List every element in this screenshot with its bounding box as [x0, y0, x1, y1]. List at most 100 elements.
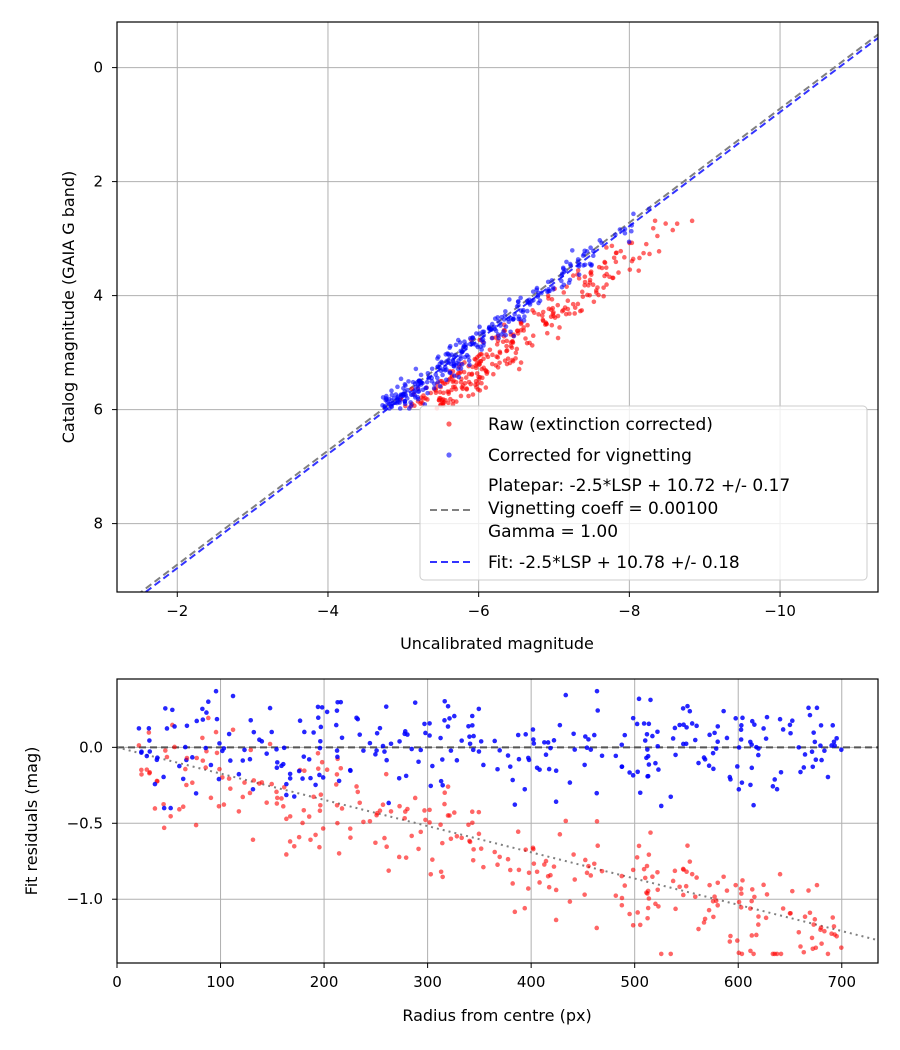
raw-point — [502, 358, 508, 363]
corrected-point — [447, 343, 453, 349]
corrected-residual-point — [721, 708, 726, 714]
raw-residual-point — [382, 835, 387, 841]
raw-residual-point — [313, 832, 318, 838]
corrected-residual-point — [586, 737, 591, 742]
bottom-x-tick-label: 100 — [206, 973, 235, 991]
legend-label-platepar-3: Gamma = 1.00 — [488, 522, 618, 542]
raw-residual-point — [715, 903, 720, 908]
corrected-point — [425, 370, 431, 376]
raw-residual-point — [736, 950, 742, 956]
corrected-residual-point — [832, 743, 837, 748]
raw-residual-point — [194, 755, 200, 761]
corrected-residual-point — [810, 764, 816, 770]
corrected-point — [569, 248, 575, 253]
corrected-residual-point — [772, 777, 778, 782]
corrected-residual-point — [427, 721, 432, 726]
corrected-residual-point — [495, 766, 500, 772]
corrected-residual-point — [796, 745, 802, 750]
corrected-residual-point — [319, 705, 325, 710]
raw-residual-point — [811, 922, 816, 927]
corrected-residual-point — [168, 805, 173, 811]
raw-residual-point — [670, 878, 676, 884]
raw-point — [570, 273, 576, 278]
corrected-residual-point — [510, 777, 515, 783]
raw-residual-point — [619, 873, 625, 879]
raw-residual-point — [790, 888, 795, 894]
bottom-y-tick-label: −0.5 — [67, 814, 103, 832]
raw-point — [674, 221, 680, 226]
raw-residual-point — [412, 795, 418, 801]
corrected-point — [502, 313, 508, 318]
raw-residual-point — [656, 904, 661, 909]
raw-point — [540, 317, 546, 323]
corrected-residual-point — [595, 708, 601, 713]
corrected-point — [560, 265, 566, 271]
corrected-point — [489, 335, 495, 341]
raw-residual-point — [190, 780, 195, 786]
corrected-residual-point — [183, 744, 188, 750]
corrected-residual-point — [386, 800, 391, 806]
bottom-x-tick-label: 500 — [620, 973, 649, 991]
raw-residual-point — [507, 867, 513, 873]
corrected-residual-point — [770, 784, 776, 789]
raw-point — [474, 385, 479, 390]
raw-residual-point — [409, 833, 414, 839]
corrected-residual-point — [315, 715, 321, 720]
corrected-residual-point — [335, 754, 340, 760]
corrected-residual-point — [317, 772, 322, 778]
raw-residual-point — [525, 886, 531, 891]
corrected-point — [437, 365, 442, 370]
raw-residual-point — [315, 750, 321, 756]
corrected-residual-point — [180, 776, 186, 782]
raw-point — [477, 374, 483, 380]
corrected-residual-point — [302, 729, 307, 735]
corrected-residual-point — [619, 742, 625, 748]
raw-point — [567, 311, 572, 316]
corrected-residual-point — [164, 726, 170, 731]
corrected-residual-point — [152, 781, 158, 787]
raw-residual-point — [738, 886, 744, 892]
corrected-point — [626, 239, 632, 245]
corrected-point — [492, 316, 498, 321]
raw-residual-point — [308, 837, 313, 843]
raw-residual-point — [380, 802, 386, 808]
raw-point — [437, 395, 442, 401]
corrected-residual-point — [774, 786, 780, 792]
corrected-residual-point — [438, 778, 444, 784]
corrected-residual-point — [267, 705, 273, 711]
raw-residual-point — [422, 808, 427, 813]
raw-residual-point — [668, 951, 674, 957]
corrected-point — [474, 331, 479, 336]
top-ticks: −2 −4 −6 −8 −10 0 2 4 6 8 — [93, 59, 795, 620]
corrected-point — [588, 245, 593, 251]
corrected-residual-point — [801, 765, 807, 770]
bottom-x-axis-label: Radius from centre (px) — [402, 1006, 591, 1025]
corrected-residual-point — [203, 745, 209, 751]
corrected-residual-point — [811, 730, 816, 735]
corrected-residual-point — [476, 749, 482, 754]
corrected-point — [470, 335, 475, 340]
corrected-residual-point — [715, 724, 721, 729]
bottom-ticks: 0 100 200 300 400 500 600 700 0.0 −0.5 −1.0 — [67, 738, 857, 991]
raw-residual-point — [236, 809, 242, 814]
corrected-residual-point — [630, 773, 636, 778]
raw-residual-point — [531, 861, 537, 866]
corrected-residual-point — [507, 764, 513, 769]
raw-residual-point — [402, 815, 407, 821]
corrected-point — [514, 304, 520, 309]
corrected-residual-point — [155, 755, 160, 760]
raw-point — [500, 339, 506, 345]
corrected-residual-point — [200, 717, 206, 722]
raw-residual-point — [809, 935, 815, 941]
raw-residual-point — [526, 870, 532, 876]
raw-residual-point — [335, 820, 340, 826]
top-x-tick-label: −6 — [468, 602, 490, 620]
raw-residual-point — [438, 822, 443, 828]
raw-residual-point — [440, 874, 445, 880]
raw-residual-point — [495, 862, 500, 868]
corrected-residual-point — [551, 738, 557, 743]
raw-residual-point — [284, 816, 289, 822]
corrected-residual-point — [454, 758, 460, 763]
corrected-residual-point — [553, 768, 559, 774]
corrected-residual-point — [447, 716, 452, 721]
